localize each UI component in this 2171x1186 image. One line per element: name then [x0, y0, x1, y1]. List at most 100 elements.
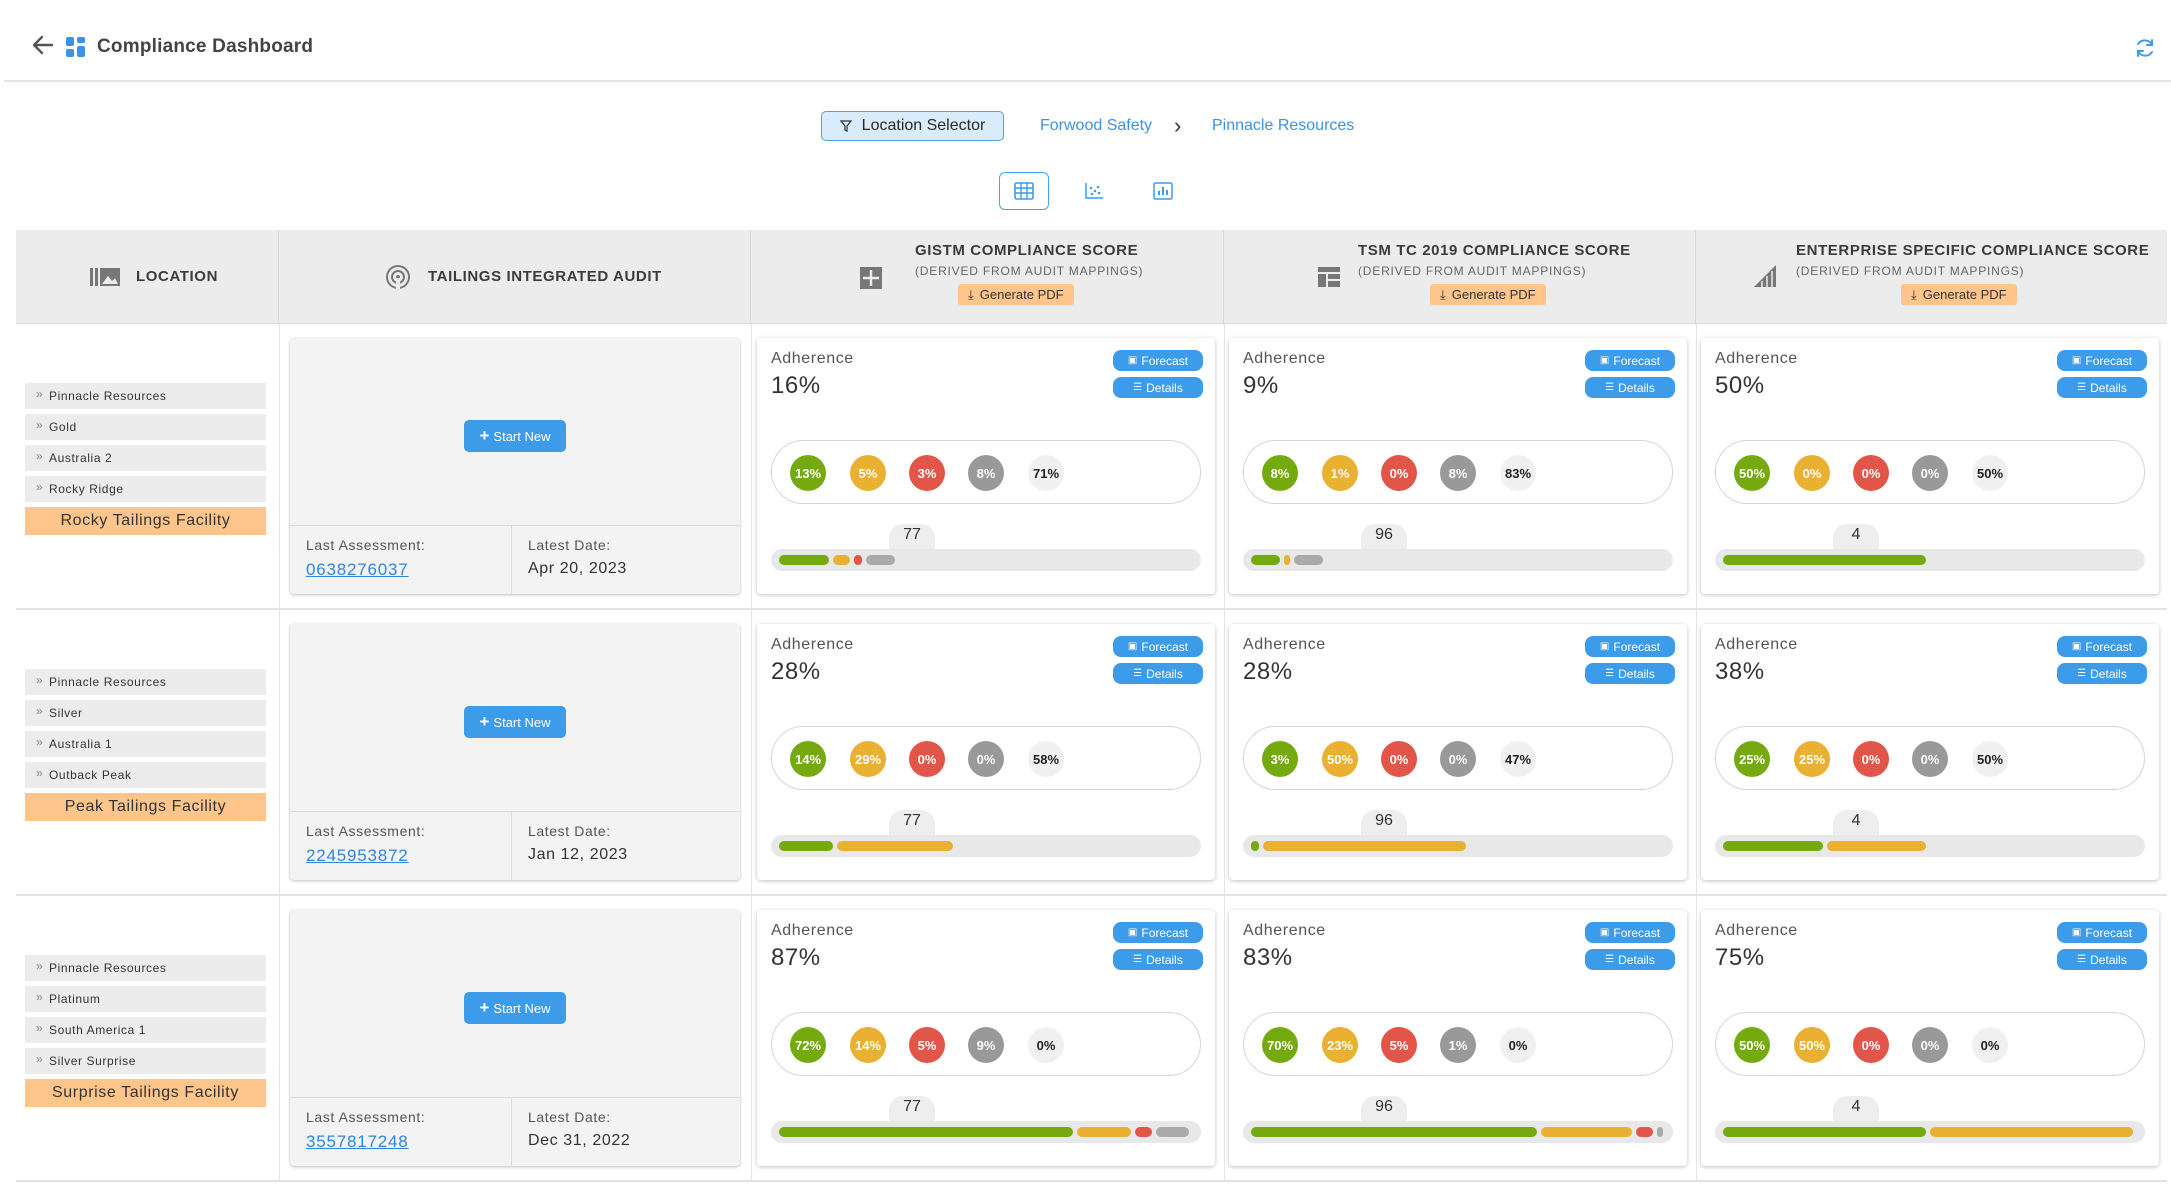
location-path-item[interactable]: Silver Surprise	[25, 1048, 266, 1074]
forecast-button[interactable]: ▣ Forecast	[1113, 922, 1203, 943]
breakdown-green-badge[interactable]: 3%	[1262, 741, 1298, 777]
details-button[interactable]: ☰ Details	[1585, 663, 1675, 684]
breakdown-grey-badge[interactable]: 9%	[968, 1027, 1004, 1063]
breakdown-green-badge[interactable]: 8%	[1262, 455, 1298, 491]
breakdown-red-badge[interactable]: 0%	[1853, 455, 1889, 491]
enterprise-generate-pdf-button[interactable]: ⤓ Generate PDF	[1901, 284, 2017, 305]
breakdown-plain-badge[interactable]: 50%	[1972, 741, 2008, 777]
details-button[interactable]: ☰ Details	[1113, 377, 1203, 398]
breakdown-green-badge[interactable]: 25%	[1734, 741, 1770, 777]
details-button[interactable]: ☰ Details	[1113, 949, 1203, 970]
forecast-button[interactable]: ▣ Forecast	[1585, 636, 1675, 657]
location-selector-button[interactable]: Location Selector	[821, 111, 1004, 141]
location-path-item[interactable]: Australia 1	[25, 731, 266, 757]
breakdown-red-badge[interactable]: 3%	[909, 455, 945, 491]
breakdown-red-badge[interactable]: 0%	[1381, 741, 1417, 777]
adherence-value: 87%	[771, 944, 821, 971]
breakdown-plain-badge[interactable]: 0%	[1028, 1027, 1064, 1063]
forecast-button[interactable]: ▣ Forecast	[1585, 350, 1675, 371]
location-path-item[interactable]: Silver	[25, 700, 266, 726]
breakdown-plain-badge[interactable]: 47%	[1500, 741, 1536, 777]
breakdown-plain-badge[interactable]: 0%	[1972, 1027, 2008, 1063]
breakdown-plain-badge[interactable]: 71%	[1028, 455, 1064, 491]
breakdown-grey-badge[interactable]: 0%	[1440, 741, 1476, 777]
breakdown-orange-badge[interactable]: 50%	[1322, 741, 1358, 777]
breakdown-green-badge[interactable]: 70%	[1262, 1027, 1298, 1063]
breakdown-green-badge[interactable]: 13%	[790, 455, 826, 491]
question-count: 96	[1361, 524, 1407, 550]
arrow-left-icon[interactable]	[30, 32, 56, 58]
details-button[interactable]: ☰ Details	[2057, 949, 2147, 970]
breakdown-grey-badge[interactable]: 0%	[1912, 455, 1948, 491]
details-button[interactable]: ☰ Details	[2057, 663, 2147, 684]
breakdown-orange-badge[interactable]: 1%	[1322, 455, 1358, 491]
breadcrumb-forwood-safety[interactable]: Forwood Safety	[1040, 117, 1153, 134]
forecast-button[interactable]: ▣ Forecast	[1113, 636, 1203, 657]
breakdown-red-badge[interactable]: 0%	[1853, 1027, 1889, 1063]
location-path-item[interactable]: Gold	[25, 414, 266, 440]
scatter-view-button[interactable]	[1069, 172, 1119, 210]
start-new-button[interactable]: + Start New	[464, 706, 566, 738]
breakdown-grey-badge[interactable]: 8%	[968, 455, 1004, 491]
breadcrumb-pinnacle-resources[interactable]: Pinnacle Resources	[1212, 117, 1355, 134]
forecast-button[interactable]: ▣ Forecast	[2057, 922, 2147, 943]
bar-chart-view-button[interactable]	[1138, 172, 1188, 210]
breakdown-red-badge[interactable]: 0%	[1381, 455, 1417, 491]
start-new-button[interactable]: + Start New	[464, 420, 566, 452]
breakdown-orange-badge[interactable]: 14%	[850, 1027, 886, 1063]
breakdown-plain-badge[interactable]: 83%	[1500, 455, 1536, 491]
location-path-item[interactable]: Outback Peak	[25, 762, 266, 788]
location-path-item[interactable]: Pinnacle Resources	[25, 669, 266, 695]
breakdown-orange-badge[interactable]: 29%	[850, 741, 886, 777]
facility-name[interactable]: Rocky Tailings Facility	[25, 507, 266, 535]
breakdown-green-badge[interactable]: 50%	[1734, 455, 1770, 491]
location-path-item[interactable]: Pinnacle Resources	[25, 955, 266, 981]
refresh-icon[interactable]	[2133, 36, 2157, 60]
breakdown-grey-badge[interactable]: 0%	[1912, 741, 1948, 777]
breakdown-grey-badge[interactable]: 0%	[968, 741, 1004, 777]
breakdown-red-badge[interactable]: 0%	[1853, 741, 1889, 777]
breakdown-orange-badge[interactable]: 50%	[1794, 1027, 1830, 1063]
gistm-generate-pdf-button[interactable]: ⤓ Generate PDF	[958, 284, 1074, 305]
breakdown-green-badge[interactable]: 72%	[790, 1027, 826, 1063]
details-button[interactable]: ☰ Details	[1113, 663, 1203, 684]
location-path-item[interactable]: South America 1	[25, 1017, 266, 1043]
forecast-button[interactable]: ▣ Forecast	[2057, 636, 2147, 657]
breakdown-green-badge[interactable]: 14%	[790, 741, 826, 777]
table-view-button[interactable]	[999, 172, 1049, 210]
breakdown-red-badge[interactable]: 5%	[1381, 1027, 1417, 1063]
forecast-button[interactable]: ▣ Forecast	[2057, 350, 2147, 371]
location-path-item[interactable]: Australia 2	[25, 445, 266, 471]
breakdown-grey-badge[interactable]: 8%	[1440, 455, 1476, 491]
breakdown-green-badge[interactable]: 50%	[1734, 1027, 1770, 1063]
details-button[interactable]: ☰ Details	[2057, 377, 2147, 398]
breakdown-orange-badge[interactable]: 5%	[850, 455, 886, 491]
assessment-id-link[interactable]: 3557817248	[306, 1132, 409, 1151]
breakdown-plain-badge[interactable]: 50%	[1972, 455, 2008, 491]
location-path-item[interactable]: Pinnacle Resources	[25, 383, 266, 409]
column-divider	[751, 610, 752, 894]
assessment-id-link[interactable]: 0638276037	[306, 560, 409, 579]
score-progress-bar	[1243, 1121, 1673, 1143]
forecast-button[interactable]: ▣ Forecast	[1113, 350, 1203, 371]
location-path-item[interactable]: Rocky Ridge	[25, 476, 266, 502]
breakdown-orange-badge[interactable]: 25%	[1794, 741, 1830, 777]
breakdown-orange-badge[interactable]: 23%	[1322, 1027, 1358, 1063]
details-button[interactable]: ☰ Details	[1585, 949, 1675, 970]
facility-name[interactable]: Surprise Tailings Facility	[25, 1079, 266, 1107]
breakdown-grey-badge[interactable]: 0%	[1912, 1027, 1948, 1063]
details-button[interactable]: ☰ Details	[1585, 377, 1675, 398]
breakdown-plain-badge[interactable]: 0%	[1500, 1027, 1536, 1063]
breakdown-orange-badge[interactable]: 0%	[1794, 455, 1830, 491]
breakdown-red-badge[interactable]: 5%	[909, 1027, 945, 1063]
forecast-button[interactable]: ▣ Forecast	[1585, 922, 1675, 943]
start-new-button[interactable]: + Start New	[464, 992, 566, 1024]
assessment-id-link[interactable]: 2245953872	[306, 846, 409, 865]
breakdown-plain-badge[interactable]: 58%	[1028, 741, 1064, 777]
breakdown-red-badge[interactable]: 0%	[909, 741, 945, 777]
location-path-item[interactable]: Platinum	[25, 986, 266, 1012]
breakdown-grey-badge[interactable]: 1%	[1440, 1027, 1476, 1063]
tsm-generate-pdf-button[interactable]: ⤓ Generate PDF	[1430, 284, 1546, 305]
facility-name[interactable]: Peak Tailings Facility	[25, 793, 266, 821]
progress-segment-orange	[836, 841, 953, 851]
